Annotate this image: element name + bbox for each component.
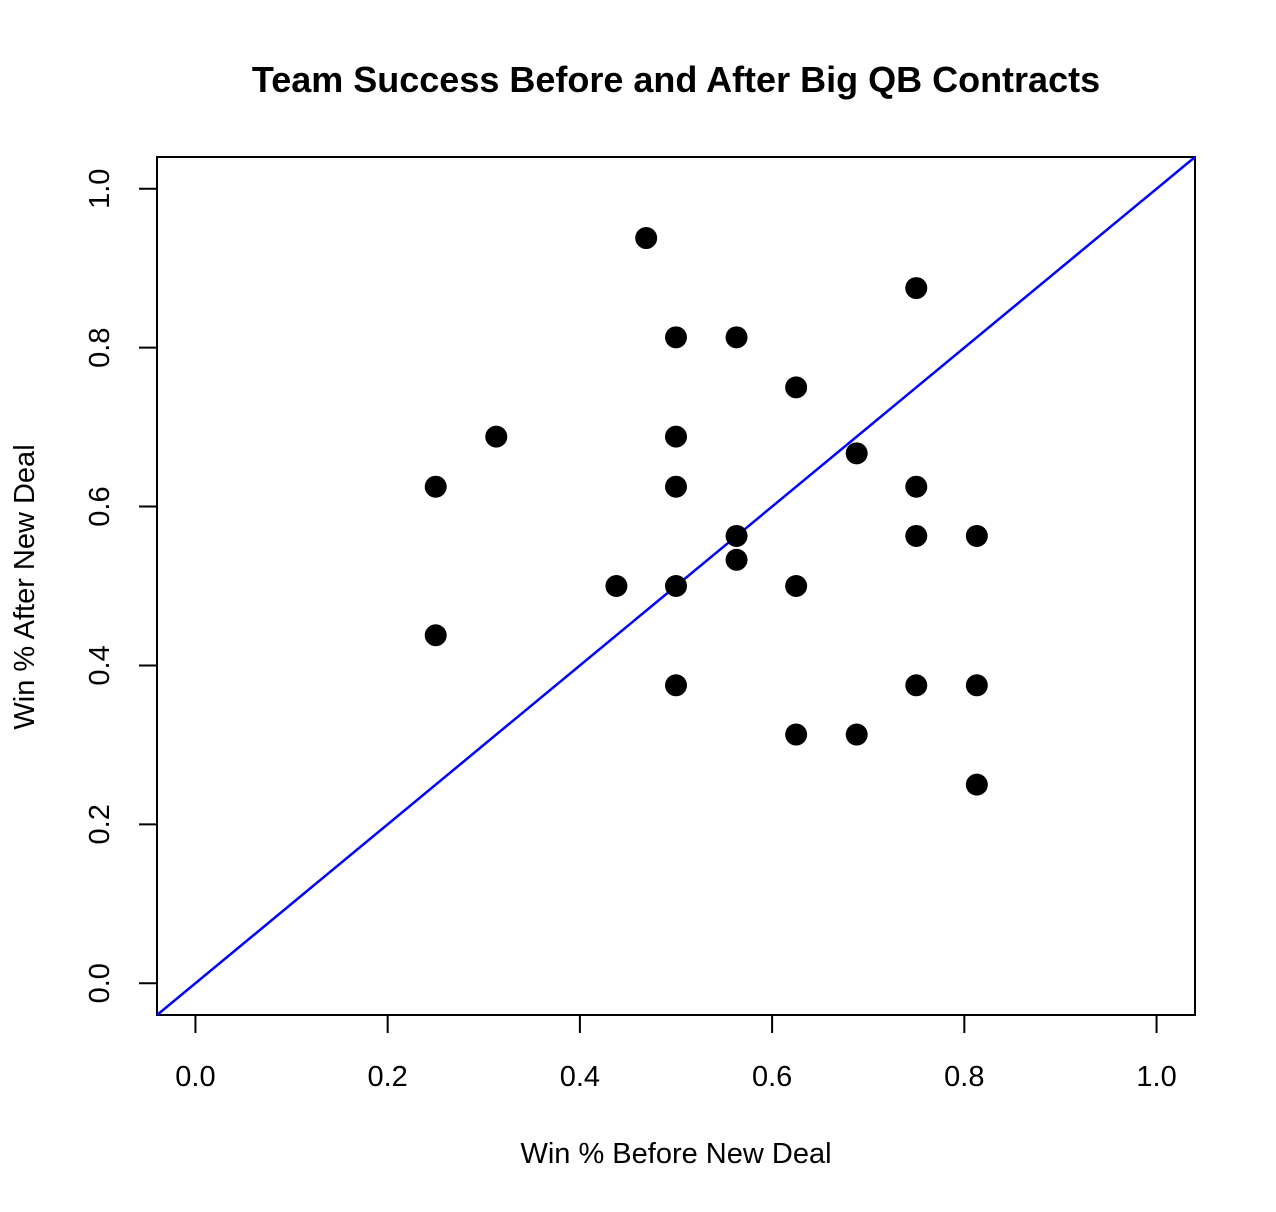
x-tick-label: 0.2 bbox=[368, 1061, 408, 1093]
data-point bbox=[905, 475, 928, 498]
y-tick-label: 0.4 bbox=[84, 645, 116, 685]
x-axis-label: Win % Before New Deal bbox=[520, 1138, 831, 1170]
x-tick-label: 0.8 bbox=[944, 1061, 984, 1093]
y-tick-label: 0.0 bbox=[84, 963, 116, 1003]
data-point bbox=[485, 425, 508, 448]
data-point bbox=[785, 575, 808, 597]
data-point bbox=[424, 475, 447, 498]
data-point bbox=[725, 548, 748, 571]
y-tick-label: 0.2 bbox=[84, 804, 116, 844]
data-point bbox=[725, 326, 748, 349]
x-axis: 0.0 0.2 0.4 0.6 0.8 1.0 bbox=[175, 1014, 1177, 1093]
data-point bbox=[665, 674, 687, 697]
data-point bbox=[665, 475, 687, 498]
data-point bbox=[965, 524, 988, 547]
y-tick-label: 1.0 bbox=[84, 169, 116, 209]
data-point bbox=[965, 674, 988, 697]
y-tick-label: 0.6 bbox=[84, 486, 116, 526]
data-point bbox=[785, 376, 808, 399]
data-point bbox=[845, 442, 868, 465]
data-point bbox=[665, 575, 687, 597]
data-point bbox=[785, 723, 808, 746]
data-point bbox=[845, 723, 868, 746]
data-point bbox=[725, 524, 748, 547]
data-point bbox=[905, 277, 928, 300]
x-tick-label: 0.4 bbox=[560, 1061, 600, 1093]
data-point bbox=[965, 773, 988, 796]
data-point bbox=[424, 624, 447, 647]
chart-title: Team Success Before and After Big QB Con… bbox=[252, 59, 1100, 100]
data-point bbox=[605, 575, 628, 597]
x-tick-label: 1.0 bbox=[1136, 1061, 1176, 1093]
data-point bbox=[635, 227, 658, 250]
x-tick-label: 0.0 bbox=[175, 1061, 215, 1093]
data-point bbox=[665, 425, 687, 448]
data-point bbox=[905, 524, 928, 547]
x-tick-label: 0.6 bbox=[752, 1061, 792, 1093]
y-axis: 0.0 0.2 0.4 0.6 0.8 1.0 bbox=[84, 169, 158, 1003]
data-point bbox=[905, 674, 928, 697]
y-axis-label: Win % After New Deal bbox=[9, 444, 41, 729]
data-point bbox=[665, 326, 687, 349]
y-tick-label: 0.8 bbox=[84, 328, 116, 368]
